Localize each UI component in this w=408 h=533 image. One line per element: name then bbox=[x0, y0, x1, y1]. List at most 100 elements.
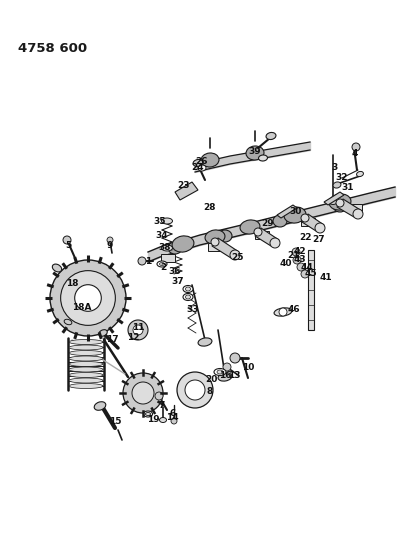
Ellipse shape bbox=[160, 262, 164, 265]
Circle shape bbox=[185, 380, 205, 400]
Circle shape bbox=[301, 270, 309, 278]
Text: 16: 16 bbox=[219, 370, 231, 379]
Circle shape bbox=[133, 325, 143, 335]
Polygon shape bbox=[337, 199, 362, 217]
Ellipse shape bbox=[201, 153, 219, 167]
Circle shape bbox=[171, 418, 177, 424]
Ellipse shape bbox=[162, 245, 173, 251]
Text: 11: 11 bbox=[132, 322, 144, 332]
Circle shape bbox=[50, 260, 126, 336]
Ellipse shape bbox=[69, 345, 103, 350]
Text: 28: 28 bbox=[204, 204, 216, 213]
Text: 36: 36 bbox=[169, 266, 181, 276]
Text: 37: 37 bbox=[172, 277, 184, 286]
Text: 34: 34 bbox=[156, 230, 169, 239]
Ellipse shape bbox=[329, 194, 351, 210]
Circle shape bbox=[155, 392, 163, 400]
Ellipse shape bbox=[266, 132, 276, 140]
Text: 2: 2 bbox=[160, 262, 166, 271]
Ellipse shape bbox=[274, 308, 292, 316]
Circle shape bbox=[301, 214, 309, 222]
Text: 39: 39 bbox=[249, 148, 261, 157]
Ellipse shape bbox=[69, 378, 103, 383]
Ellipse shape bbox=[333, 182, 341, 188]
Circle shape bbox=[177, 372, 213, 408]
Text: 18: 18 bbox=[66, 279, 78, 288]
Ellipse shape bbox=[146, 413, 151, 416]
Text: 12: 12 bbox=[127, 333, 139, 342]
Text: 7: 7 bbox=[159, 400, 165, 409]
Ellipse shape bbox=[198, 165, 206, 171]
Bar bbox=[308, 250, 314, 330]
Polygon shape bbox=[277, 205, 297, 218]
Ellipse shape bbox=[240, 220, 260, 234]
Bar bbox=[208, 243, 222, 251]
Ellipse shape bbox=[329, 199, 337, 205]
Bar bbox=[255, 231, 269, 239]
Text: 26: 26 bbox=[196, 157, 208, 166]
Text: 9: 9 bbox=[107, 240, 113, 249]
Ellipse shape bbox=[259, 155, 268, 161]
Text: 29: 29 bbox=[262, 220, 274, 229]
Polygon shape bbox=[212, 238, 239, 258]
Circle shape bbox=[132, 382, 154, 404]
Text: 25: 25 bbox=[232, 254, 244, 262]
Circle shape bbox=[211, 238, 219, 246]
Ellipse shape bbox=[168, 242, 182, 254]
Circle shape bbox=[107, 237, 113, 243]
Text: 30: 30 bbox=[290, 207, 302, 216]
Text: 27: 27 bbox=[313, 236, 325, 245]
Text: 14: 14 bbox=[166, 413, 178, 422]
Ellipse shape bbox=[64, 319, 72, 325]
Text: 42: 42 bbox=[294, 247, 306, 256]
Ellipse shape bbox=[273, 215, 287, 227]
Text: 10: 10 bbox=[242, 364, 254, 373]
Text: 18A: 18A bbox=[72, 303, 92, 312]
Circle shape bbox=[230, 353, 240, 363]
Ellipse shape bbox=[99, 330, 107, 336]
Ellipse shape bbox=[69, 351, 103, 356]
Ellipse shape bbox=[157, 261, 167, 267]
Text: 45: 45 bbox=[305, 270, 317, 279]
Circle shape bbox=[230, 250, 240, 260]
Text: 4758 600: 4758 600 bbox=[18, 42, 87, 55]
Text: 22: 22 bbox=[300, 233, 312, 243]
Bar bbox=[301, 218, 315, 226]
Text: 41: 41 bbox=[320, 273, 332, 282]
Ellipse shape bbox=[205, 230, 225, 244]
Ellipse shape bbox=[69, 356, 103, 361]
Ellipse shape bbox=[160, 417, 166, 423]
Ellipse shape bbox=[214, 368, 226, 376]
Ellipse shape bbox=[162, 218, 173, 224]
Text: 40: 40 bbox=[280, 259, 292, 268]
Circle shape bbox=[61, 271, 115, 325]
Circle shape bbox=[123, 373, 163, 413]
Text: 3: 3 bbox=[332, 164, 338, 173]
Circle shape bbox=[297, 263, 305, 271]
Circle shape bbox=[293, 256, 301, 264]
Ellipse shape bbox=[69, 373, 103, 377]
Ellipse shape bbox=[333, 200, 347, 212]
Circle shape bbox=[223, 363, 231, 371]
Ellipse shape bbox=[69, 361, 103, 367]
Text: 17: 17 bbox=[106, 335, 118, 344]
Circle shape bbox=[279, 308, 287, 316]
Circle shape bbox=[128, 320, 148, 340]
Text: 8: 8 bbox=[207, 387, 213, 397]
Text: 23: 23 bbox=[177, 181, 189, 190]
Ellipse shape bbox=[52, 264, 62, 272]
Ellipse shape bbox=[183, 294, 193, 301]
Circle shape bbox=[352, 143, 360, 151]
Ellipse shape bbox=[144, 411, 153, 417]
Polygon shape bbox=[324, 192, 344, 205]
Ellipse shape bbox=[193, 159, 203, 166]
Circle shape bbox=[254, 228, 262, 236]
Circle shape bbox=[270, 238, 280, 248]
Text: 5: 5 bbox=[65, 240, 71, 249]
Circle shape bbox=[75, 285, 101, 311]
Text: 19: 19 bbox=[147, 415, 159, 424]
Text: 24: 24 bbox=[192, 164, 204, 173]
Circle shape bbox=[63, 236, 71, 244]
Polygon shape bbox=[302, 214, 324, 231]
Text: 4: 4 bbox=[352, 149, 358, 157]
